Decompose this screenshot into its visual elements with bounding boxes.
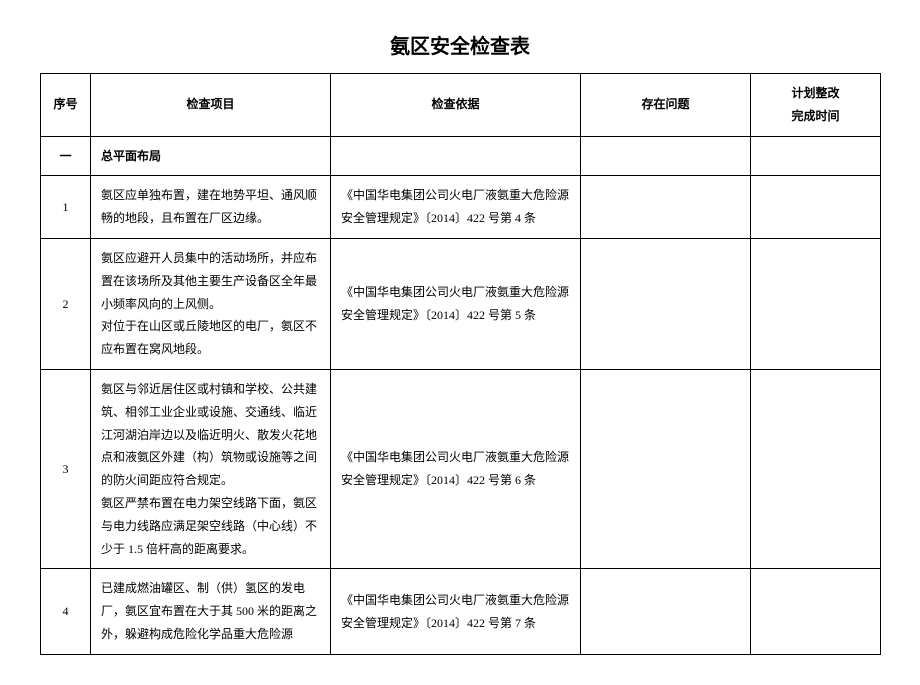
row-basis: 《中国华电集团公司火电厂液氨重大危险源安全管理规定》〔2014〕422 号第 6…: [331, 369, 581, 568]
row-basis: 《中国华电集团公司火电厂液氨重大危险源安全管理规定》〔2014〕422 号第 7…: [331, 569, 581, 654]
inspection-table: 序号 检查项目 检查依据 存在问题 计划整改完成时间 一 总平面布局 1 氨区应…: [40, 73, 881, 655]
row-issue: [581, 369, 751, 568]
row-index: 1: [41, 176, 91, 239]
row-issue: [581, 176, 751, 239]
col-header-plan: 计划整改完成时间: [751, 74, 881, 137]
section-issue: [581, 136, 751, 176]
page-title: 氨区安全检查表: [40, 30, 880, 59]
row-index: 2: [41, 238, 91, 369]
col-header-basis: 检查依据: [331, 74, 581, 137]
row-issue: [581, 569, 751, 654]
row-item: 氨区应避开人员集中的活动场所，并应布置在该场所及其他主要生产设备区全年最小频率风…: [91, 238, 331, 369]
section-name: 总平面布局: [91, 136, 331, 176]
row-plan: [751, 569, 881, 654]
row-basis: 《中国华电集团公司火电厂液氨重大危险源安全管理规定》〔2014〕422 号第 5…: [331, 238, 581, 369]
row-item: 氨区与邻近居住区或村镇和学校、公共建筑、相邻工业企业或设施、交通线、临近江河湖泊…: [91, 369, 331, 568]
section-number: 一: [41, 136, 91, 176]
row-issue: [581, 238, 751, 369]
row-basis: 《中国华电集团公司火电厂液氨重大危险源安全管理规定》〔2014〕422 号第 4…: [331, 176, 581, 239]
section-basis: [331, 136, 581, 176]
col-header-index: 序号: [41, 74, 91, 137]
row-plan: [751, 238, 881, 369]
row-index: 4: [41, 569, 91, 654]
section-row: 一 总平面布局: [41, 136, 881, 176]
row-item: 已建成燃油罐区、制（供）氢区的发电厂，氨区宜布置在大于其 500 米的距离之外，…: [91, 569, 331, 654]
section-plan: [751, 136, 881, 176]
row-item: 氨区应单独布置，建在地势平坦、通风顺畅的地段，且布置在厂区边缘。: [91, 176, 331, 239]
table-row: 4 已建成燃油罐区、制（供）氢区的发电厂，氨区宜布置在大于其 500 米的距离之…: [41, 569, 881, 654]
row-plan: [751, 369, 881, 568]
table-row: 3 氨区与邻近居住区或村镇和学校、公共建筑、相邻工业企业或设施、交通线、临近江河…: [41, 369, 881, 568]
table-row: 1 氨区应单独布置，建在地势平坦、通风顺畅的地段，且布置在厂区边缘。 《中国华电…: [41, 176, 881, 239]
table-header-row: 序号 检查项目 检查依据 存在问题 计划整改完成时间: [41, 74, 881, 137]
col-header-item: 检查项目: [91, 74, 331, 137]
table-row: 2 氨区应避开人员集中的活动场所，并应布置在该场所及其他主要生产设备区全年最小频…: [41, 238, 881, 369]
col-header-issue: 存在问题: [581, 74, 751, 137]
row-plan: [751, 176, 881, 239]
row-index: 3: [41, 369, 91, 568]
